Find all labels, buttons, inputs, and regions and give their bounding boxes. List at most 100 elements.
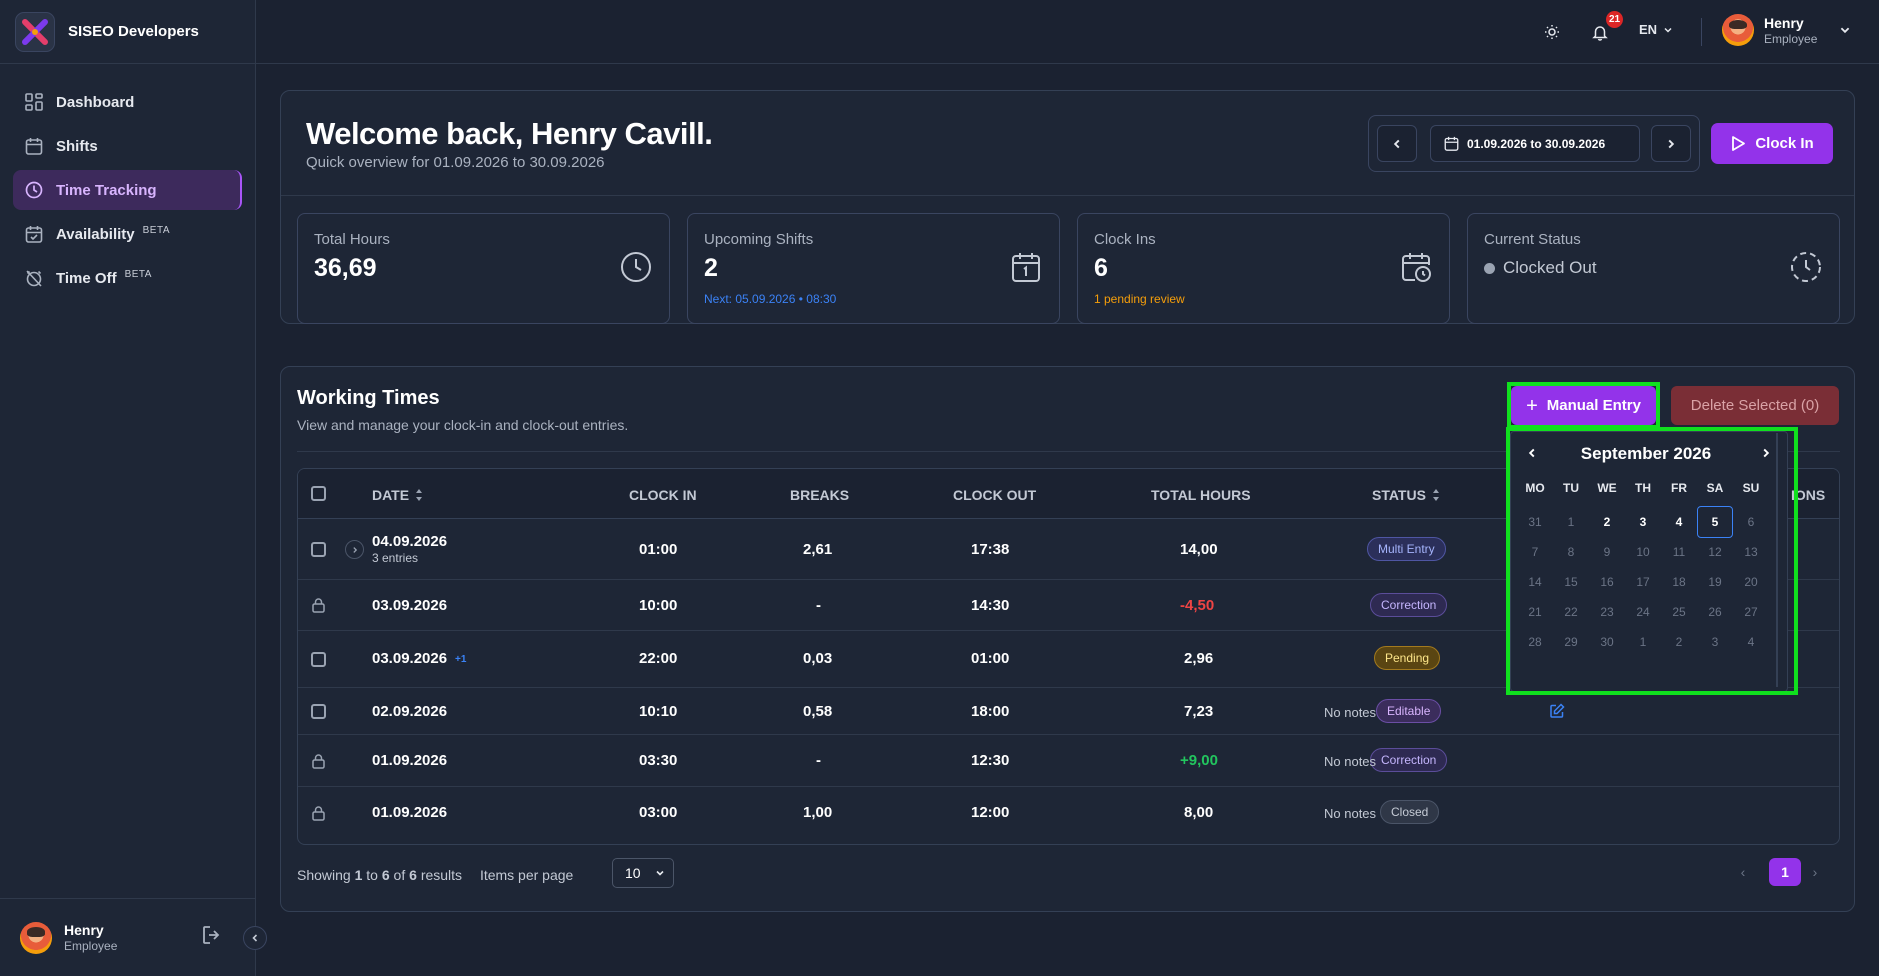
calendar-day[interactable]: 2 xyxy=(1675,635,1683,649)
calendar-day[interactable]: 28 xyxy=(1528,635,1542,649)
manual-entry-button[interactable]: + Manual Entry xyxy=(1511,386,1656,425)
column-header-status[interactable]: Status xyxy=(1372,487,1440,503)
pagination-prev-icon[interactable]: ‹ xyxy=(1740,864,1746,880)
calendar-check-icon xyxy=(24,224,44,244)
calendar-day[interactable]: 6 xyxy=(1747,515,1755,529)
calendar-month-title: September 2026 xyxy=(1580,444,1712,463)
cell-total-hours: 7,23 xyxy=(1184,703,1214,720)
calendar-day[interactable]: 1 xyxy=(1567,515,1575,529)
stat-label: Clock Ins xyxy=(1094,231,1156,248)
cell-breaks: 0,58 xyxy=(803,703,833,720)
timer-dashed-icon xyxy=(1789,250,1823,284)
cell-date-entries: 3 entries xyxy=(372,551,419,565)
theme-toggle-sun-icon[interactable] xyxy=(1542,22,1562,42)
chevron-down-icon xyxy=(656,870,664,876)
avatar[interactable] xyxy=(20,921,52,954)
calendar-day[interactable]: 26 xyxy=(1708,605,1722,619)
calendar-day[interactable]: 3 xyxy=(1711,635,1719,649)
next-period-button[interactable] xyxy=(1651,125,1691,162)
calendar-day[interactable]: 24 xyxy=(1636,605,1650,619)
sidebar-item-label: Time Tracking xyxy=(56,181,157,199)
cell-clock-in: 03:00 xyxy=(639,804,678,821)
lock-icon xyxy=(311,805,326,821)
table-row[interactable]: 02.09.2026 10:10 0,58 18:00 7,23 Editabl… xyxy=(298,688,1839,735)
date-range-button[interactable]: 01.09.2026 to 30.09.2026 xyxy=(1430,125,1640,162)
table-row[interactable]: 01.09.2026 03:30 - 12:30 +9,00 Correctio… xyxy=(298,735,1839,787)
calendar-day[interactable]: 17 xyxy=(1636,575,1650,589)
calendar-weekday-1: TU xyxy=(1563,481,1579,495)
column-header-date[interactable]: Date xyxy=(372,487,423,503)
row-checkbox[interactable] xyxy=(311,704,326,719)
table-row[interactable]: 01.09.2026 03:00 1,00 12:00 8,00 Closed … xyxy=(298,787,1839,838)
calendar-day[interactable]: 29 xyxy=(1564,635,1578,649)
calendar-day[interactable]: 4 xyxy=(1747,635,1755,649)
calendar-day[interactable]: 4 xyxy=(1675,515,1683,529)
calendar-day[interactable]: 16 xyxy=(1600,575,1614,589)
calendar-prev-month-button[interactable] xyxy=(1520,441,1544,465)
calendar-day[interactable]: 27 xyxy=(1744,605,1758,619)
calendar-day[interactable]: 23 xyxy=(1600,605,1614,619)
calendar-next-month-button[interactable] xyxy=(1754,441,1778,465)
stat-label: Upcoming Shifts xyxy=(704,231,814,248)
calendar-day[interactable]: 2 xyxy=(1603,515,1611,529)
calendar-day[interactable]: 12 xyxy=(1708,545,1722,559)
clock-in-button[interactable]: Clock In xyxy=(1711,123,1833,164)
bell-icon[interactable] xyxy=(1590,22,1610,42)
expand-row-button[interactable] xyxy=(345,540,364,559)
calendar-day[interactable]: 31 xyxy=(1528,515,1542,529)
brand[interactable]: SISEO Developers xyxy=(0,0,255,64)
chevron-right-icon xyxy=(352,546,357,553)
brand-name: SISEO Developers xyxy=(68,23,199,40)
table-row[interactable]: 03.09.2026 +1 22:00 0,03 01:00 2,96 Pend… xyxy=(298,631,1839,688)
calendar-day[interactable]: 15 xyxy=(1564,575,1578,589)
calendar-day[interactable]: 19 xyxy=(1708,575,1722,589)
delete-selected-button[interactable]: Delete Selected (0) xyxy=(1671,386,1839,425)
items-per-page-select[interactable]: 10 xyxy=(612,858,674,888)
calendar-weekday-5: SA xyxy=(1706,481,1724,495)
row-checkbox[interactable] xyxy=(311,652,326,667)
sidebar-item-dashboard[interactable]: Dashboard xyxy=(13,82,242,122)
sidebar-item-shifts[interactable]: Shifts xyxy=(13,126,242,166)
items-per-page-label: Items per page xyxy=(479,867,574,883)
user-menu[interactable]: Henry Employee xyxy=(1722,14,1851,46)
select-all-checkbox[interactable] xyxy=(311,486,326,501)
calendar-day[interactable]: 5 xyxy=(1697,506,1733,538)
calendar-scrollbar[interactable] xyxy=(1776,433,1778,687)
status-badge: Editable xyxy=(1376,699,1442,723)
previous-period-button[interactable] xyxy=(1377,125,1417,162)
sidebar-item-availability[interactable]: Availability BETA xyxy=(13,214,242,254)
sort-icon xyxy=(1432,489,1439,501)
table-row[interactable]: 04.09.2026 3 entries 01:00 2,61 17:38 14… xyxy=(298,519,1839,580)
calendar-day[interactable]: 18 xyxy=(1672,575,1686,589)
calendar-day[interactable]: 3 xyxy=(1639,515,1647,529)
overnight-tag: +1 xyxy=(455,654,467,665)
calendar-day[interactable]: 20 xyxy=(1744,575,1758,589)
pagination-next-icon[interactable]: › xyxy=(1812,864,1818,880)
sidebar-item-time-off[interactable]: Time Off BETA xyxy=(13,258,242,298)
calendar-day[interactable]: 21 xyxy=(1528,605,1542,619)
pagination-page-button[interactable]: 1 xyxy=(1769,858,1801,886)
table-row[interactable]: 03.09.2026 10:00 - 14:30 -4,50 Correctio… xyxy=(298,580,1839,631)
calendar-day[interactable]: 13 xyxy=(1744,545,1758,559)
calendar-day[interactable]: 11 xyxy=(1672,545,1686,559)
calendar-day[interactable]: 10 xyxy=(1636,545,1650,559)
calendar-day[interactable]: 1 xyxy=(1639,635,1647,649)
stat-card-current-status: Current Status Clocked Out xyxy=(1467,213,1840,324)
calendar-day[interactable]: 30 xyxy=(1600,635,1614,649)
calendar-day[interactable]: 25 xyxy=(1672,605,1686,619)
collapse-sidebar-button[interactable] xyxy=(243,926,267,950)
stat-card-total-hours: Total Hours 36,69 xyxy=(297,213,670,324)
status-value: Clocked Out xyxy=(1484,258,1597,278)
calendar-day[interactable]: 14 xyxy=(1528,575,1542,589)
logout-icon[interactable] xyxy=(200,923,226,949)
calendar-day[interactable]: 9 xyxy=(1603,545,1611,559)
edit-icon[interactable] xyxy=(1549,703,1566,720)
language-selector[interactable]: EN xyxy=(1639,22,1673,37)
calendar-day[interactable]: 8 xyxy=(1567,545,1575,559)
calendar-day[interactable]: 7 xyxy=(1531,545,1539,559)
row-checkbox[interactable] xyxy=(311,542,326,557)
column-header-actions: IONS xyxy=(1791,487,1826,503)
sidebar-item-time-tracking[interactable]: Time Tracking xyxy=(13,170,242,210)
calendar-day[interactable]: 22 xyxy=(1564,605,1578,619)
cell-breaks: 1,00 xyxy=(803,804,833,821)
